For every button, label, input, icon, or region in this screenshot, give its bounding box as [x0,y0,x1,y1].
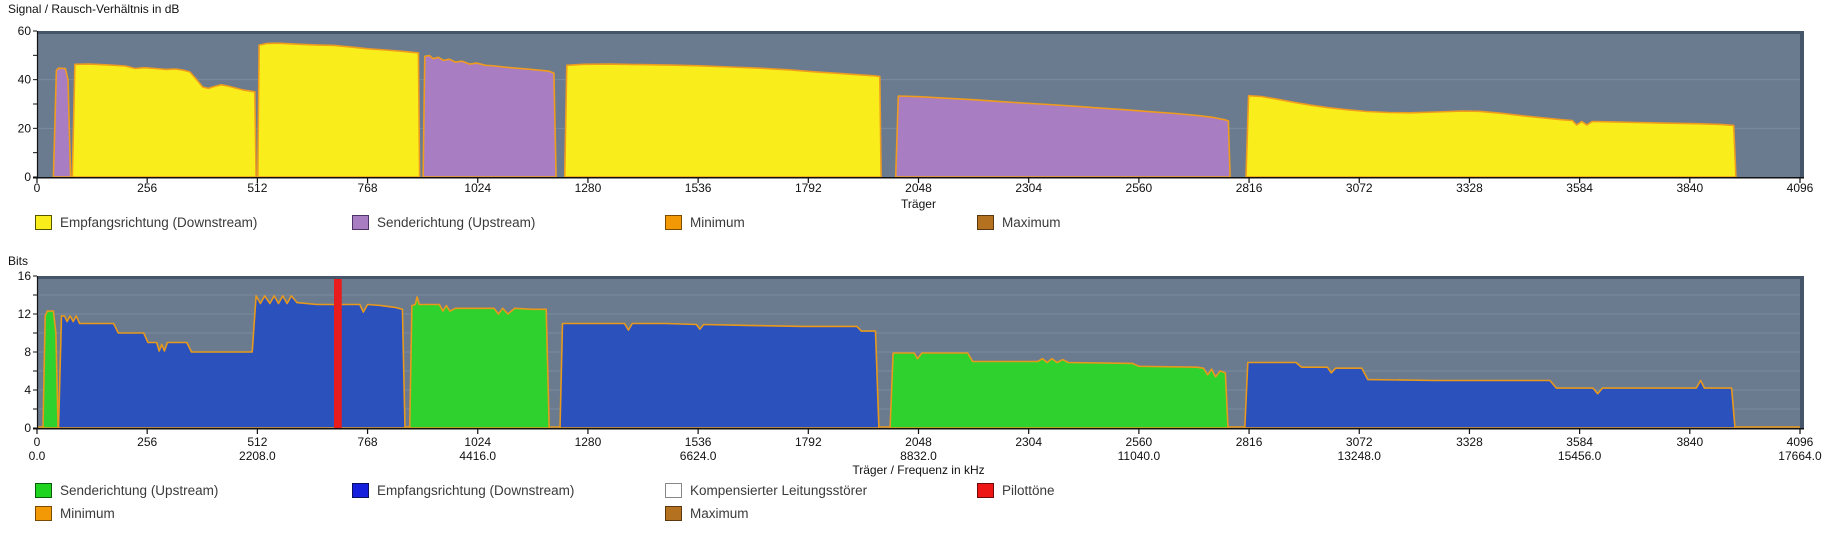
svg-text:0: 0 [34,435,41,449]
svg-text:3072: 3072 [1346,435,1373,449]
legend-label: Pilottöne [1002,483,1055,498]
legend-item: Minimum [35,506,115,521]
snr-chart-title: Signal / Rausch-Verhältnis in dB [8,2,180,16]
legend-item: Senderichtung (Upstream) [352,215,535,230]
legend-swatch-icon [35,483,52,498]
svg-text:3840: 3840 [1676,435,1703,449]
svg-text:12: 12 [18,307,32,321]
bits-chart-title: Bits [8,254,29,268]
legend-label: Maximum [1002,215,1061,230]
svg-text:1024: 1024 [464,435,491,449]
legend-label: Senderichtung (Upstream) [377,215,536,230]
legend-label: Empfangsrichtung (Downstream) [377,483,575,498]
svg-text:4: 4 [24,383,31,397]
legend-item: Maximum [665,506,749,521]
svg-text:768: 768 [358,435,378,449]
svg-text:2560: 2560 [1126,181,1153,195]
svg-text:3584: 3584 [1566,435,1593,449]
legend-swatch-icon [977,483,994,498]
legend-label: Minimum [690,215,745,230]
svg-text:1536: 1536 [685,435,712,449]
svg-text:16: 16 [18,269,32,283]
legend-item: Senderichtung (Upstream) [35,483,218,498]
svg-text:0: 0 [24,421,31,435]
svg-text:512: 512 [247,181,267,195]
svg-text:1792: 1792 [795,435,822,449]
legend-item: Pilottöne [977,483,1055,498]
svg-text:2560: 2560 [1126,435,1153,449]
svg-text:0.0: 0.0 [29,449,46,463]
svg-text:2816: 2816 [1236,181,1263,195]
legend-label: Maximum [690,506,749,521]
svg-text:11040.0: 11040.0 [1118,449,1161,463]
legend-swatch-icon [665,506,682,521]
legend-item: Minimum [665,215,745,230]
svg-text:1280: 1280 [575,435,602,449]
svg-text:60: 60 [18,24,32,38]
bits-x-axis-label: Träger / Frequenz in kHz [852,463,985,477]
svg-text:2304: 2304 [1015,181,1042,195]
svg-text:8832.0: 8832.0 [900,449,937,463]
svg-text:4096: 4096 [1787,435,1814,449]
legend-swatch-icon [352,215,369,230]
legend-item: Empfangsrichtung (Downstream) [352,483,574,498]
svg-text:40: 40 [18,73,32,87]
bits-plot: 0 256 512 768 1024 1280 1536 1792 2048 2304 2560 28… [18,269,1822,463]
legend-label: Minimum [60,506,115,521]
legend-label: Kompensierter Leitungsstörer [690,483,868,498]
legend-item: Maximum [977,215,1061,230]
svg-text:2304: 2304 [1015,435,1042,449]
svg-text:13248.0: 13248.0 [1338,449,1382,463]
svg-text:15456.0: 15456.0 [1558,449,1602,463]
legend-swatch-icon [977,215,994,230]
svg-text:17664.0: 17664.0 [1778,449,1822,463]
legend-label: Empfangsrichtung (Downstream) [60,215,258,230]
svg-text:512: 512 [247,435,267,449]
legend-label: Senderichtung (Upstream) [60,483,219,498]
bits-legend-row-1: Senderichtung (Upstream) Empfangsrichtung… [0,483,1828,505]
legend-swatch-icon [35,506,52,521]
svg-text:2048: 2048 [905,435,932,449]
svg-text:2208.0: 2208.0 [239,449,276,463]
svg-text:20: 20 [18,121,32,135]
legend-item: Empfangsrichtung (Downstream) [35,215,257,230]
svg-text:3072: 3072 [1346,181,1373,195]
snr-x-axis-label: Träger [901,197,936,211]
svg-text:0: 0 [24,170,31,184]
legend-swatch-icon [665,483,682,498]
bits-legend-row-2: Minimum Maximum [0,506,1828,528]
snr-legend: Empfangsrichtung (Downstream) Senderichtu… [0,215,1828,237]
svg-text:3584: 3584 [1566,181,1593,195]
svg-text:3840: 3840 [1676,181,1703,195]
svg-text:256: 256 [137,435,157,449]
snr-plot: 0 256 512 768 1024 1280 1536 1792 2048 2304 2560 28… [18,24,1814,195]
svg-text:2816: 2816 [1236,435,1263,449]
legend-swatch-icon [352,483,369,498]
svg-text:768: 768 [358,181,378,195]
svg-text:3328: 3328 [1456,435,1483,449]
svg-text:0: 0 [34,181,41,195]
svg-text:2048: 2048 [905,181,932,195]
legend-item: Kompensierter Leitungsstörer [665,483,867,498]
svg-text:256: 256 [137,181,157,195]
svg-text:4096: 4096 [1787,181,1814,195]
svg-text:6624.0: 6624.0 [680,449,717,463]
svg-text:1024: 1024 [464,181,491,195]
legend-swatch-icon [665,215,682,230]
svg-text:1536: 1536 [685,181,712,195]
svg-text:4416.0: 4416.0 [459,449,496,463]
svg-text:8: 8 [24,345,31,359]
svg-text:3328: 3328 [1456,181,1483,195]
legend-swatch-icon [35,215,52,230]
svg-text:1280: 1280 [575,181,602,195]
svg-text:1792: 1792 [795,181,822,195]
